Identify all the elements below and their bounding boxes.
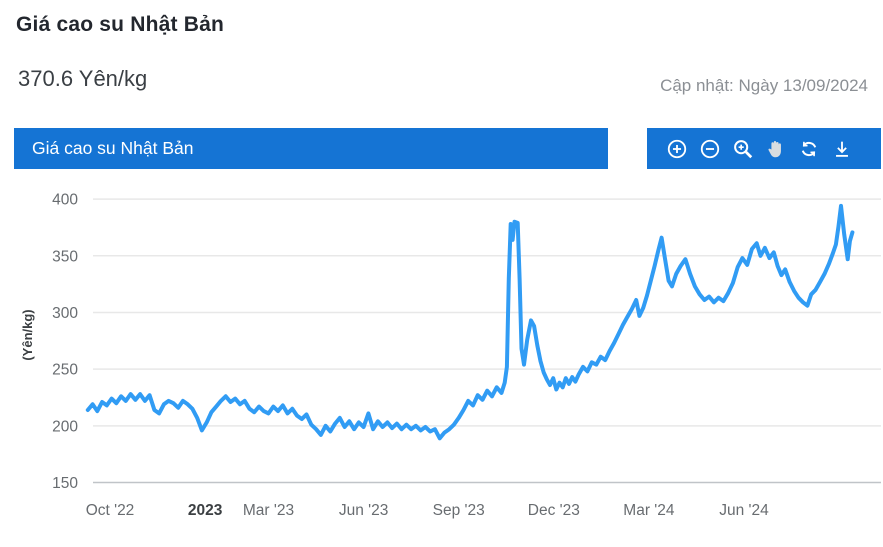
x-tick-label: Oct '22 (86, 502, 135, 519)
x-tick-label: 2023 (188, 502, 223, 519)
chart-toolbar (647, 128, 881, 169)
y-tick-label: 350 (52, 248, 78, 265)
page-title: Giá cao su Nhật Bản (16, 13, 225, 36)
pan-hand-icon (765, 138, 787, 160)
reset-zoom-button[interactable] (798, 138, 820, 160)
pan-button[interactable] (765, 138, 787, 160)
chart-plot-area[interactable]: 150 200 250 300 350 400 Oct '22 2023 Mar '23 Jun … (0, 170, 883, 547)
y-tick-label: 300 (52, 305, 78, 322)
x-tick-label: Sep '23 (433, 502, 485, 519)
y-tick-label: 200 (52, 418, 78, 435)
x-tick-label: Mar '24 (623, 502, 675, 519)
y-tick-label: 250 (52, 362, 78, 379)
x-tick-label: Jun '24 (719, 502, 769, 519)
zoom-selection-icon (732, 138, 754, 160)
zoom-in-icon (666, 138, 688, 160)
y-axis-title: (Yên/kg) (20, 309, 35, 360)
zoom-out-button[interactable] (699, 138, 721, 160)
x-tick-label: Dec '23 (528, 502, 580, 519)
last-updated-text: Cập nhật: Ngày 13/09/2024 (660, 76, 868, 95)
price-line-series[interactable] (85, 203, 855, 441)
zoom-selection-button[interactable] (732, 138, 754, 160)
y-tick-label: 150 (52, 475, 78, 492)
price-chart-svg: 150 200 250 300 350 400 Oct '22 2023 Mar '23 Jun … (20, 192, 881, 519)
zoom-out-icon (699, 138, 721, 160)
chart-header-bar: Giá cao su Nhật Bản (14, 128, 608, 169)
reset-zoom-icon (798, 138, 820, 160)
download-button[interactable] (831, 138, 853, 160)
zoom-in-button[interactable] (666, 138, 688, 160)
chart-header-title: Giá cao su Nhật Bản (32, 138, 194, 158)
x-tick-label: Mar '23 (243, 502, 294, 519)
y-tick-label: 400 (52, 192, 78, 209)
download-icon (831, 138, 853, 160)
x-tick-label: Jun '23 (339, 502, 389, 519)
current-price-value: 370.6 Yên/kg (18, 66, 148, 91)
